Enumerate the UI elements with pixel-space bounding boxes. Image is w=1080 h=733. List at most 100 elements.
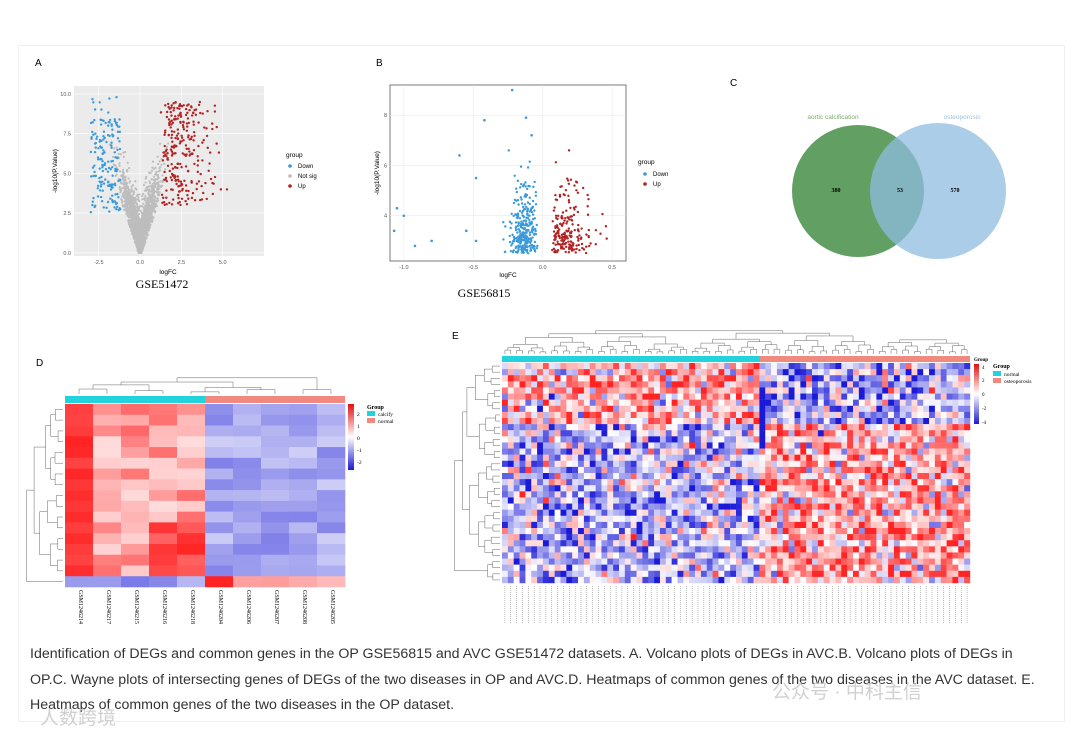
dendrogram-branch	[478, 423, 486, 449]
heatmap-cell	[560, 503, 567, 510]
heatmap-cell	[759, 418, 766, 425]
point-up	[587, 197, 590, 201]
heatmap-cell	[619, 405, 626, 413]
point-down	[533, 180, 536, 184]
point-not-sig	[153, 185, 156, 188]
point-down	[93, 150, 97, 154]
point-up	[173, 118, 176, 121]
heatmap-cell	[800, 473, 807, 480]
heatmap-cell	[794, 411, 801, 419]
heatmap-cell	[695, 411, 702, 419]
point-down	[110, 124, 113, 128]
point-down	[114, 193, 117, 196]
heatmap-cell	[712, 503, 719, 510]
point-down	[521, 234, 524, 238]
panel-d-heatmap	[65, 404, 346, 588]
heatmap-cell	[566, 485, 573, 492]
heatmap-cell	[847, 479, 854, 486]
point-down	[509, 226, 512, 230]
heatmap-cell	[712, 418, 719, 425]
heatmap-cell	[876, 442, 883, 449]
heatmap-cell	[829, 418, 836, 425]
heatmap-cell	[759, 485, 766, 492]
point-up	[186, 125, 189, 128]
heatmap-cell	[893, 497, 900, 504]
heatmap-cell	[589, 473, 596, 480]
heatmap-cell	[952, 509, 959, 516]
heatmap-cell	[800, 387, 807, 394]
heatmap-cell	[753, 454, 760, 461]
heatmap-cell	[683, 393, 690, 400]
point-up	[584, 251, 588, 255]
point-down	[101, 169, 105, 173]
heatmap-cell	[502, 503, 509, 510]
heatmap-cell	[689, 509, 696, 516]
point-up	[556, 249, 560, 252]
heatmap-cell	[858, 497, 865, 504]
point-not-sig	[136, 193, 139, 196]
heatmap-cell	[946, 497, 953, 504]
heatmap-cell	[695, 369, 702, 376]
heatmap-cell	[261, 404, 290, 416]
heatmap-cell	[771, 448, 778, 455]
heatmap-cell	[782, 399, 789, 406]
point-up	[205, 134, 209, 138]
heatmap-cell	[519, 509, 526, 516]
point-down	[103, 162, 107, 165]
heatmap-cell	[671, 399, 678, 406]
heatmap-cell	[642, 491, 649, 498]
heatmap-cell	[893, 466, 900, 474]
heatmap-cell	[700, 442, 707, 449]
heatmap-cell	[952, 399, 959, 406]
point-up	[170, 154, 174, 157]
heatmap-cell	[905, 411, 912, 419]
heatmap-cell	[572, 399, 579, 406]
heatmap-cell	[736, 442, 743, 449]
point-not-sig	[136, 221, 139, 224]
heatmap-cell	[519, 485, 526, 492]
heatmap-cell	[589, 381, 596, 388]
heatmap-cell	[899, 375, 906, 382]
heatmap-cell	[858, 503, 865, 510]
point-up	[565, 209, 568, 212]
heatmap-cell	[841, 424, 848, 431]
heatmap-cell	[759, 369, 766, 376]
heatmap-cell	[782, 460, 789, 468]
heatmap-cell	[671, 375, 678, 382]
heatmap-cell	[121, 576, 150, 588]
point-up	[552, 241, 555, 245]
heatmap-cell	[952, 393, 959, 400]
heatmap-cell	[952, 405, 959, 413]
heatmap-cell	[613, 405, 620, 413]
heatmap-cell	[578, 393, 585, 400]
heatmap-cell	[741, 497, 748, 504]
heatmap-cell	[782, 473, 789, 480]
point-down	[534, 229, 537, 233]
heatmap-cell	[519, 436, 526, 443]
heatmap-cell	[771, 497, 778, 504]
point-up	[169, 176, 173, 179]
heatmap-cell	[525, 411, 532, 419]
point-up	[564, 216, 567, 220]
heatmap-cell	[507, 442, 514, 449]
point-down	[98, 101, 101, 104]
panel-b-points	[392, 88, 608, 255]
heatmap-cell	[853, 515, 860, 523]
heatmap-cell	[741, 485, 748, 492]
point-down	[529, 222, 532, 225]
heatmap-cell	[876, 509, 883, 516]
heatmap-cell	[888, 448, 895, 455]
heatmap-cell	[817, 479, 824, 486]
heatmap-cell	[782, 424, 789, 431]
heatmap-cell	[794, 485, 801, 492]
heatmap-cell	[572, 363, 579, 370]
heatmap-cell	[841, 515, 848, 523]
point-up	[186, 111, 189, 115]
heatmap-cell	[958, 424, 965, 431]
heatmap-cell	[560, 405, 567, 413]
heatmap-cell	[519, 418, 526, 425]
heatmap-cell	[747, 387, 754, 394]
heatmap-cell	[929, 375, 936, 382]
heatmap-cell	[730, 363, 737, 370]
heatmap-cell	[671, 515, 678, 523]
